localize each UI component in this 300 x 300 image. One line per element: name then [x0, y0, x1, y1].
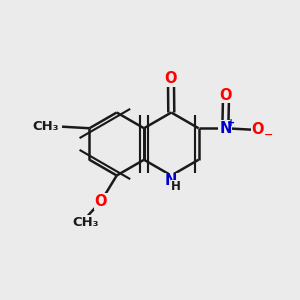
Text: N: N: [165, 173, 178, 188]
Text: O: O: [165, 71, 177, 86]
Text: O: O: [95, 194, 107, 209]
Text: O: O: [220, 88, 232, 103]
Text: CH₃: CH₃: [32, 120, 58, 133]
Text: H: H: [171, 180, 181, 194]
Text: +: +: [227, 118, 236, 128]
Text: CH₃: CH₃: [72, 216, 98, 229]
Text: O: O: [252, 122, 264, 137]
Text: −: −: [263, 130, 273, 140]
Text: N: N: [219, 121, 232, 136]
